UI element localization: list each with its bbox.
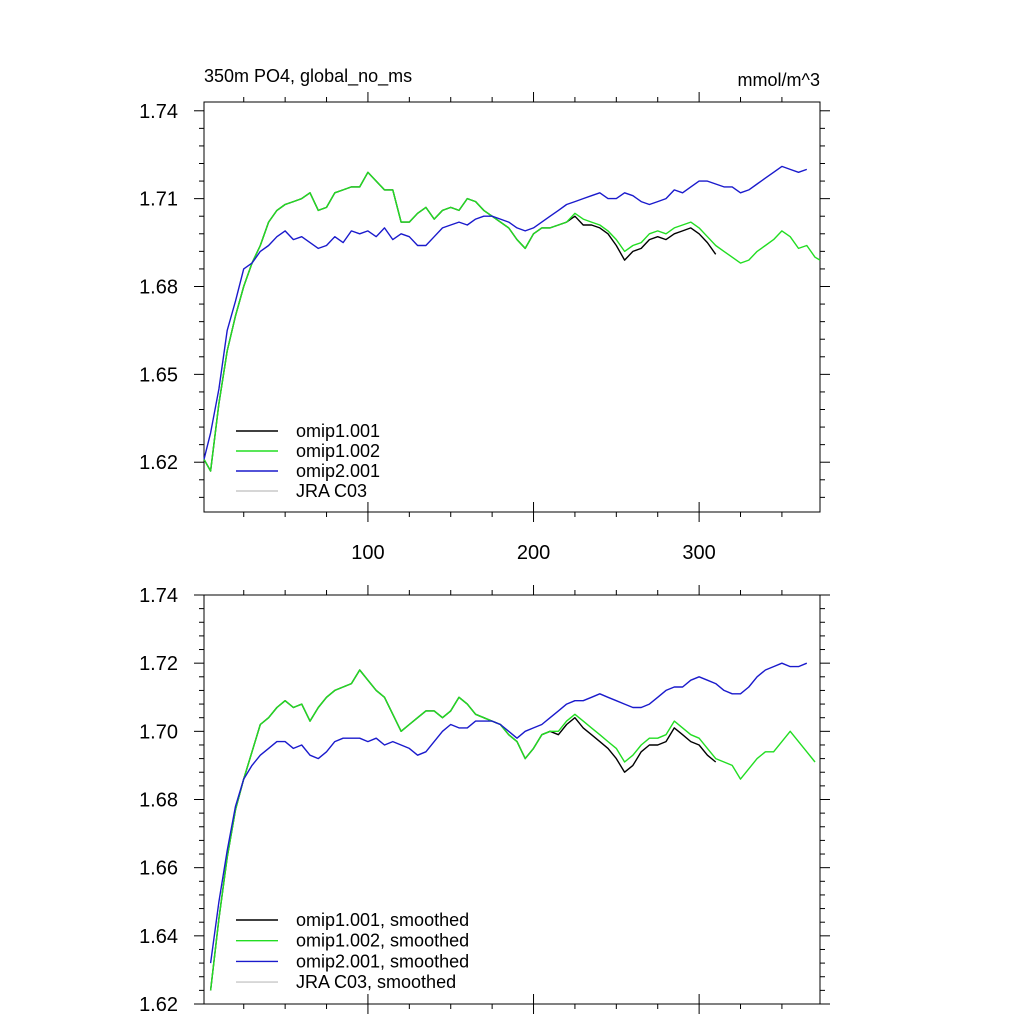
y-tick-label: 1.66 — [139, 858, 178, 880]
y-tick-label: 1.68 — [139, 277, 178, 299]
legend-label: omip1.001 — [296, 421, 380, 441]
y-tick-label: 1.68 — [139, 790, 178, 812]
legend-label: omip1.001, smoothed — [296, 910, 469, 930]
y-tick-label: 1.64 — [139, 926, 178, 948]
legend-label: omip1.002, smoothed — [296, 931, 469, 951]
series-line-3 — [204, 166, 807, 459]
x-tick-label: 200 — [517, 542, 550, 564]
bottom-panel: 1.74 1.72 1.70 1.68 1.66 1.64 1.62 omip1.001, s… — [139, 585, 830, 1016]
x-tick-label: 300 — [682, 542, 715, 564]
chart-title: 350m PO4, global_no_ms — [204, 66, 412, 87]
y-tick-label: 1.65 — [139, 364, 178, 386]
y-tick-label: 1.62 — [139, 994, 178, 1016]
legend-label: JRA C03, smoothed — [296, 972, 456, 992]
y-tick-label: 1.62 — [139, 452, 178, 474]
y-tick-label: 1.72 — [139, 653, 178, 675]
legend-label: omip2.001, smoothed — [296, 951, 469, 971]
y-tick-label: 1.70 — [139, 721, 178, 743]
y-tick-label: 1.74 — [139, 101, 178, 123]
series-line-1 — [204, 172, 716, 471]
y-tick-label: 1.71 — [139, 189, 178, 211]
legend-label: omip1.002 — [296, 441, 380, 461]
x-tick-label: 100 — [351, 542, 384, 564]
chart-units: mmol/m^3 — [738, 70, 820, 90]
legend-label: JRA C03 — [296, 481, 367, 501]
legend-label: omip2.001 — [296, 461, 380, 481]
y-tick-label: 1.74 — [139, 585, 178, 607]
